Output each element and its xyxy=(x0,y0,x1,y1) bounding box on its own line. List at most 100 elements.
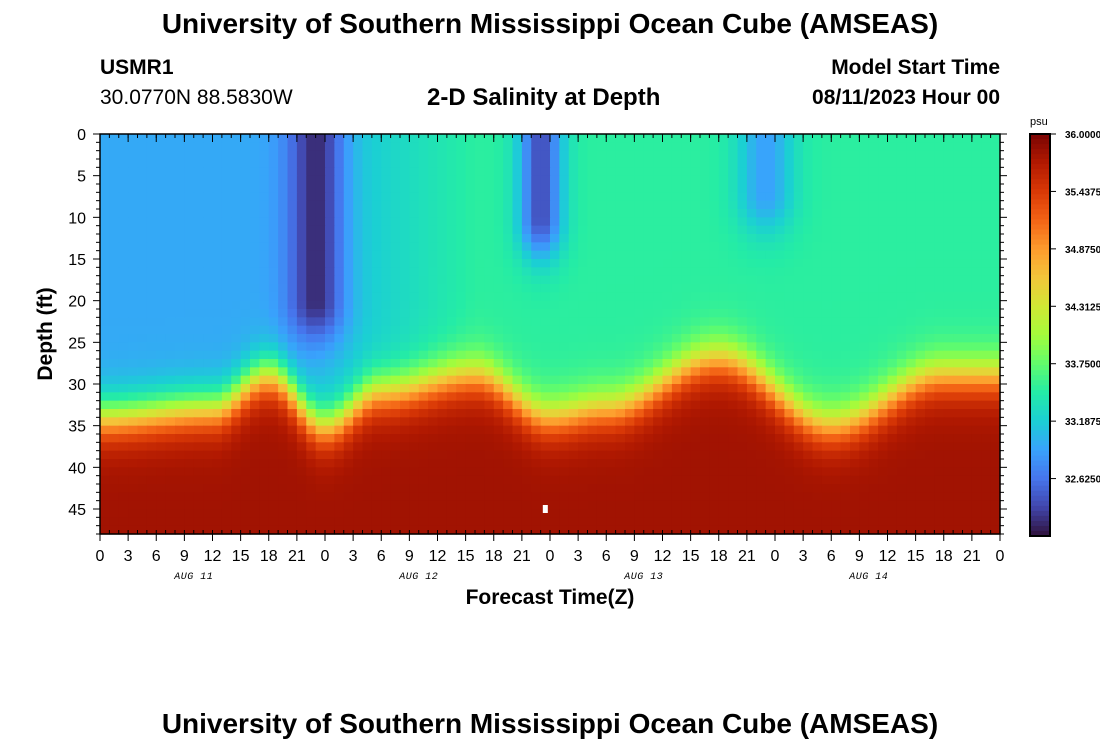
heatmap-cell xyxy=(821,475,832,485)
heatmap-cell xyxy=(896,492,907,502)
heatmap-cell xyxy=(728,159,739,168)
heatmap-cell xyxy=(700,275,710,285)
heatmap-cell xyxy=(428,475,439,485)
heatmap-cell xyxy=(878,284,889,293)
heatmap-cell xyxy=(578,509,589,518)
heatmap-cell xyxy=(981,384,992,393)
heatmap-cell xyxy=(353,175,364,185)
heatmap-cell xyxy=(765,175,776,185)
heatmap-cell xyxy=(587,492,598,502)
heatmap-cell xyxy=(184,309,195,318)
heatmap-cell xyxy=(671,409,682,418)
heatmap-cell xyxy=(653,225,664,235)
heatmap-cell xyxy=(737,375,748,385)
heatmap-cell xyxy=(850,517,860,527)
heatmap-cell xyxy=(287,234,298,243)
heatmap-cell xyxy=(784,325,795,335)
heatmap-cell xyxy=(671,242,682,252)
heatmap-cell xyxy=(990,392,1001,402)
heatmap-cell xyxy=(259,300,270,310)
heatmap-cell xyxy=(456,167,467,177)
heatmap-cell xyxy=(709,384,720,393)
heatmap-cell xyxy=(531,159,542,168)
heatmap-cell xyxy=(718,467,729,477)
heatmap-cell xyxy=(212,159,223,168)
heatmap-cell xyxy=(662,142,673,152)
heatmap-cell xyxy=(343,442,354,452)
heatmap-cell xyxy=(906,275,917,285)
heatmap-cell xyxy=(990,267,1001,277)
heatmap-cell xyxy=(634,150,645,160)
heatmap-cell xyxy=(643,167,654,177)
heatmap-cell xyxy=(109,450,120,460)
heatmap-cell xyxy=(606,459,617,468)
heatmap-cell xyxy=(306,517,317,527)
heatmap-cell xyxy=(990,284,1001,293)
heatmap-cell xyxy=(859,367,870,377)
heatmap-cell xyxy=(343,242,354,252)
heatmap-cell xyxy=(400,267,410,277)
heatmap-cell xyxy=(934,292,945,302)
heatmap-cell xyxy=(662,134,673,143)
heatmap-cell xyxy=(793,442,804,452)
heatmap-cell xyxy=(615,342,626,352)
heatmap-cell xyxy=(718,392,729,402)
heatmap-cell xyxy=(353,325,364,335)
heatmap-cell xyxy=(203,459,214,468)
heatmap-cell xyxy=(887,209,898,218)
heatmap-cell xyxy=(812,267,823,277)
heatmap-cell xyxy=(221,259,232,268)
heatmap-cell xyxy=(400,275,410,285)
heatmap-cell xyxy=(315,392,326,402)
heatmap-cell xyxy=(971,259,982,268)
heatmap-cell xyxy=(109,150,120,160)
heatmap-cell xyxy=(212,475,223,485)
heatmap-cell xyxy=(690,167,701,177)
heatmap-cell xyxy=(128,284,139,293)
heatmap-cell xyxy=(418,234,429,243)
heatmap-cell xyxy=(643,192,654,202)
heatmap-cell xyxy=(615,467,626,477)
heatmap-cell xyxy=(296,492,307,502)
heatmap-cell xyxy=(615,509,626,518)
heatmap-cells xyxy=(100,134,1001,535)
heatmap-cell xyxy=(868,350,879,360)
heatmap-cell xyxy=(250,350,260,360)
heatmap-cell xyxy=(400,325,410,335)
heatmap-cell xyxy=(953,184,964,193)
heatmap-cell xyxy=(953,159,964,168)
heatmap-cell xyxy=(690,234,701,243)
heatmap-cell xyxy=(165,334,176,343)
heatmap-cell xyxy=(868,492,879,502)
heatmap-cell xyxy=(728,209,739,218)
heatmap-cell xyxy=(418,500,429,510)
heatmap-cell xyxy=(465,517,476,527)
heatmap-cell xyxy=(371,442,382,452)
heatmap-cell xyxy=(540,317,551,327)
heatmap-cell xyxy=(325,292,335,302)
heatmap-cell xyxy=(615,525,626,535)
heatmap-cell xyxy=(428,292,439,302)
heatmap-cell xyxy=(625,492,635,502)
heatmap-cell xyxy=(137,267,148,277)
heatmap-cell xyxy=(362,475,373,485)
heatmap-cell xyxy=(156,250,167,260)
heatmap-cell xyxy=(634,300,645,310)
heatmap-cell xyxy=(578,459,589,468)
heatmap-cell xyxy=(278,150,289,160)
heatmap-cell xyxy=(756,375,767,385)
heatmap-cell xyxy=(737,300,748,310)
heatmap-cell xyxy=(109,459,120,468)
x-tick-label: 18 xyxy=(485,548,503,565)
heatmap-cell xyxy=(915,209,926,218)
heatmap-cell xyxy=(587,334,598,343)
heatmap-cell xyxy=(146,475,157,485)
heatmap-cell xyxy=(812,334,823,343)
heatmap-cell xyxy=(653,242,664,252)
heatmap-cell xyxy=(765,384,776,393)
heatmap-cell xyxy=(943,134,954,143)
heatmap-cell xyxy=(606,517,617,527)
heatmap-cell xyxy=(325,250,335,260)
heatmap-cell xyxy=(859,317,870,327)
heatmap-cell xyxy=(325,384,335,393)
